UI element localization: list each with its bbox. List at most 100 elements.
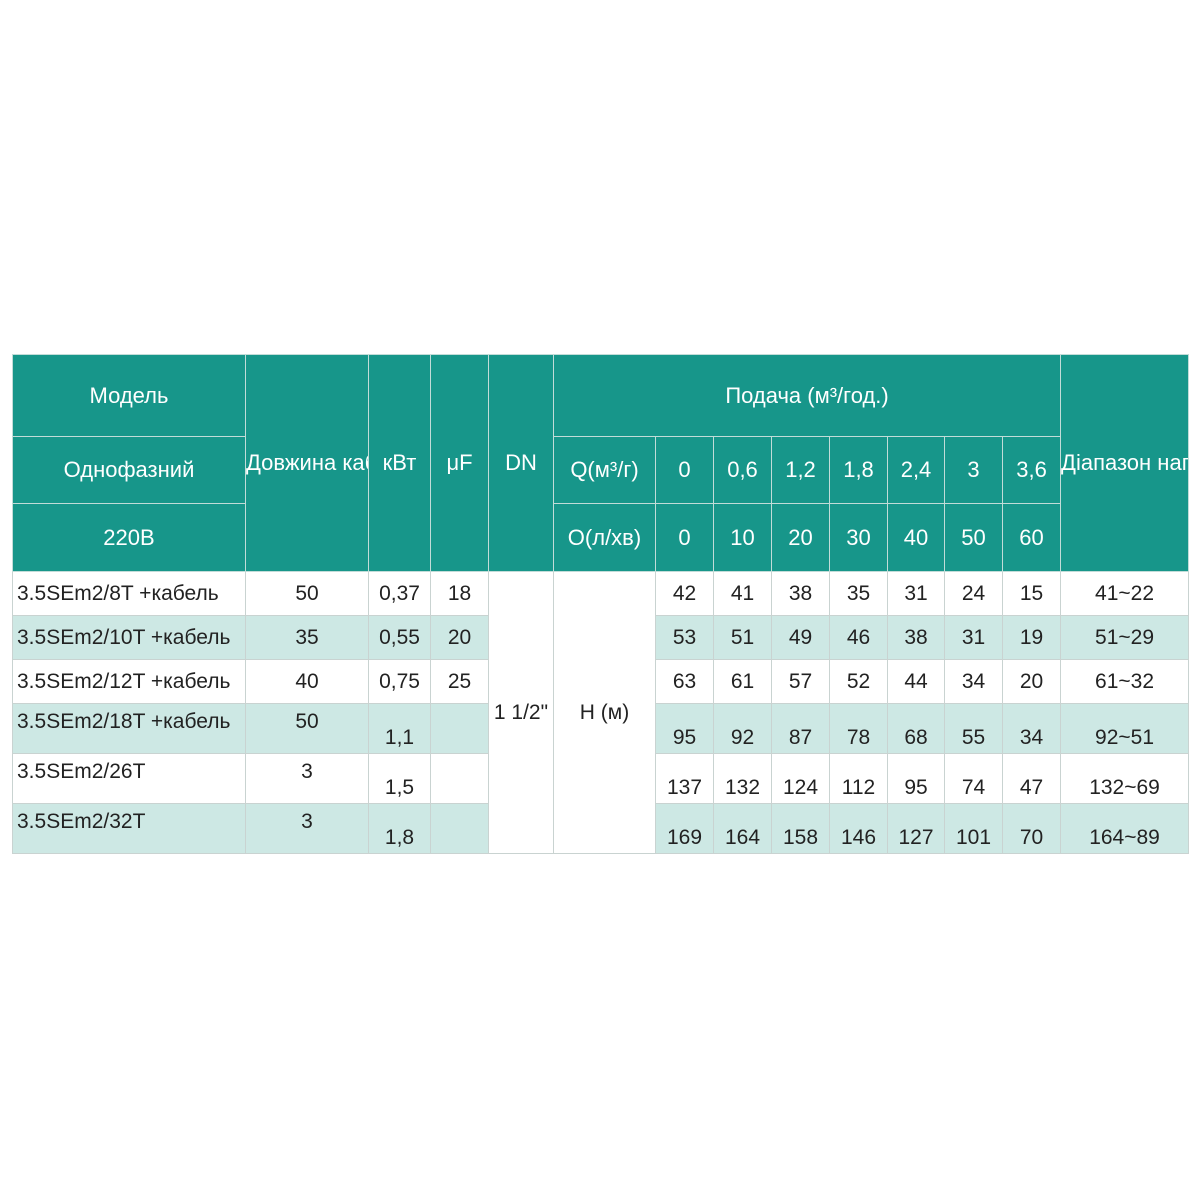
head-value-cell: 53 <box>655 615 714 660</box>
head-value-cell: 137 <box>655 753 714 804</box>
cable-length-cell: 50 <box>245 571 369 616</box>
head-value-cell: 42 <box>655 571 714 616</box>
head-value-cell: 46 <box>829 615 888 660</box>
header-q-m3h-value: 1,8 <box>829 436 888 504</box>
head-value-cell: 19 <box>1001 615 1062 660</box>
model-cell: 3.5SEm2/26T <box>12 753 246 804</box>
table-row: 3.5SEm2/32T 3 1,8 169 164 158 146 127 101 70 164~8… <box>12 803 1190 854</box>
head-value-cell: 127 <box>887 803 945 854</box>
header-q-lmin-value: 0 <box>655 503 714 572</box>
head-value-cell: 169 <box>655 803 714 854</box>
header-q-m3h: Q(м³/г) <box>553 436 656 504</box>
head-value-cell: 74 <box>944 753 1003 804</box>
head-range-cell: 164~89 <box>1060 803 1190 854</box>
header-q-lmin: О(л/хв) <box>553 503 656 572</box>
head-value-cell: 24 <box>944 571 1003 616</box>
head-value-cell: 101 <box>944 803 1003 854</box>
head-value-cell: 87 <box>771 703 830 754</box>
header-q-m3h-value: 3,6 <box>1001 436 1062 504</box>
uf-cell: 18 <box>430 571 489 616</box>
cable-length-cell: 50 <box>245 703 369 754</box>
head-value-cell: 38 <box>771 571 830 616</box>
model-cell: 3.5SEm2/12T +кабель <box>12 659 246 704</box>
head-value-cell: 112 <box>829 753 888 804</box>
head-value-cell: 164 <box>713 803 772 854</box>
head-value-cell: 55 <box>944 703 1003 754</box>
head-value-cell: 49 <box>771 615 830 660</box>
head-value-cell: 57 <box>771 659 830 704</box>
table-row: 3.5SEm2/26T 3 1,5 137 132 124 112 95 74 47 132~69 <box>12 753 1190 804</box>
header-q-m3h-value: 2,4 <box>887 436 945 504</box>
head-value-cell: 47 <box>1001 753 1062 804</box>
table-row: 3.5SEm2/8T +кабель 50 0,37 18 1 1/2" H (м) 42 4… <box>12 571 1190 854</box>
head-value-cell: 41 <box>713 571 772 616</box>
head-range-cell: 51~29 <box>1060 615 1190 660</box>
head-value-cell: 31 <box>887 571 945 616</box>
header-flow: Подача (м³/год.) <box>552 354 1062 437</box>
head-label-cell: H (м) <box>553 571 656 854</box>
uf-cell <box>430 753 489 804</box>
header-model: Модель <box>12 354 246 437</box>
head-value-cell: 146 <box>829 803 888 854</box>
head-value-cell: 78 <box>829 703 888 754</box>
header-q-m3h-value: 0 <box>655 436 714 504</box>
head-value-cell: 95 <box>655 703 714 754</box>
header-cable-length: Довжина кабеля (м) <box>245 354 369 572</box>
kw-cell: 0,55 <box>368 615 431 660</box>
table-row: 3.5SEm2/10T +кабель 35 0,55 20 53 51 49 46 38 31 1… <box>12 615 1190 660</box>
head-value-cell: 92 <box>713 703 772 754</box>
head-value-cell: 70 <box>1001 803 1062 854</box>
cable-length-cell: 3 <box>245 803 369 854</box>
head-value-cell: 63 <box>655 659 714 704</box>
header-q-lmin-value: 10 <box>713 503 772 572</box>
table-row: 3.5SEm2/18T +кабель 50 1,1 95 92 87 78 68 55 34 92… <box>12 703 1190 754</box>
kw-cell: 1,1 <box>368 703 431 754</box>
header-phase: Однофазний <box>12 436 246 504</box>
header-voltage: 220В <box>12 503 246 572</box>
uf-cell <box>430 803 489 854</box>
head-range-cell: 61~32 <box>1060 659 1190 704</box>
head-value-cell: 61 <box>713 659 772 704</box>
head-value-cell: 31 <box>944 615 1003 660</box>
head-value-cell: 15 <box>1001 571 1062 616</box>
header-kw: кВт <box>368 354 431 572</box>
header-q-lmin-value: 40 <box>887 503 945 572</box>
header-q-m3h-value: 3 <box>944 436 1003 504</box>
head-value-cell: 95 <box>887 753 945 804</box>
header-q-lmin-value: 50 <box>944 503 1003 572</box>
head-value-cell: 20 <box>1001 659 1062 704</box>
header-q-lmin-value: 20 <box>771 503 830 572</box>
model-cell: 3.5SEm2/8T +кабель <box>12 571 246 616</box>
uf-cell: 20 <box>430 615 489 660</box>
dn-value-cell: 1 1/2" <box>488 571 554 854</box>
cable-length-cell: 35 <box>245 615 369 660</box>
head-value-cell: 124 <box>771 753 830 804</box>
head-range-cell: 92~51 <box>1060 703 1190 754</box>
head-value-cell: 51 <box>713 615 772 660</box>
cable-length-cell: 3 <box>245 753 369 804</box>
header-dn: DN <box>488 354 554 572</box>
kw-cell: 1,5 <box>368 753 431 804</box>
kw-cell: 0,37 <box>368 571 431 616</box>
model-cell: 3.5SEm2/10T +кабель <box>12 615 246 660</box>
head-range-cell: 41~22 <box>1060 571 1190 616</box>
head-value-cell: 44 <box>887 659 945 704</box>
head-value-cell: 34 <box>1001 703 1062 754</box>
head-value-cell: 132 <box>713 753 772 804</box>
head-value-cell: 34 <box>944 659 1003 704</box>
kw-cell: 0,75 <box>368 659 431 704</box>
header-q-lmin-value: 60 <box>1001 503 1062 572</box>
pump-spec-table: Модель Довжина кабеля (м) кВт μF DN Пода… <box>12 354 1190 854</box>
head-range-cell: 132~69 <box>1060 753 1190 804</box>
head-value-cell: 68 <box>887 703 945 754</box>
model-cell: 3.5SEm2/18T +кабель <box>12 703 246 754</box>
header-q-lmin-value: 30 <box>829 503 888 572</box>
cable-length-cell: 40 <box>245 659 369 704</box>
header-head-range: Діапазон напору (м) <box>1060 354 1190 572</box>
table-row: 3.5SEm2/12T +кабель 40 0,75 25 63 61 57 52 44 34 2… <box>12 659 1190 704</box>
kw-cell: 1,8 <box>368 803 431 854</box>
head-value-cell: 158 <box>771 803 830 854</box>
header-q-m3h-value: 1,2 <box>771 436 830 504</box>
header-uf: μF <box>430 354 489 572</box>
head-value-cell: 35 <box>829 571 888 616</box>
